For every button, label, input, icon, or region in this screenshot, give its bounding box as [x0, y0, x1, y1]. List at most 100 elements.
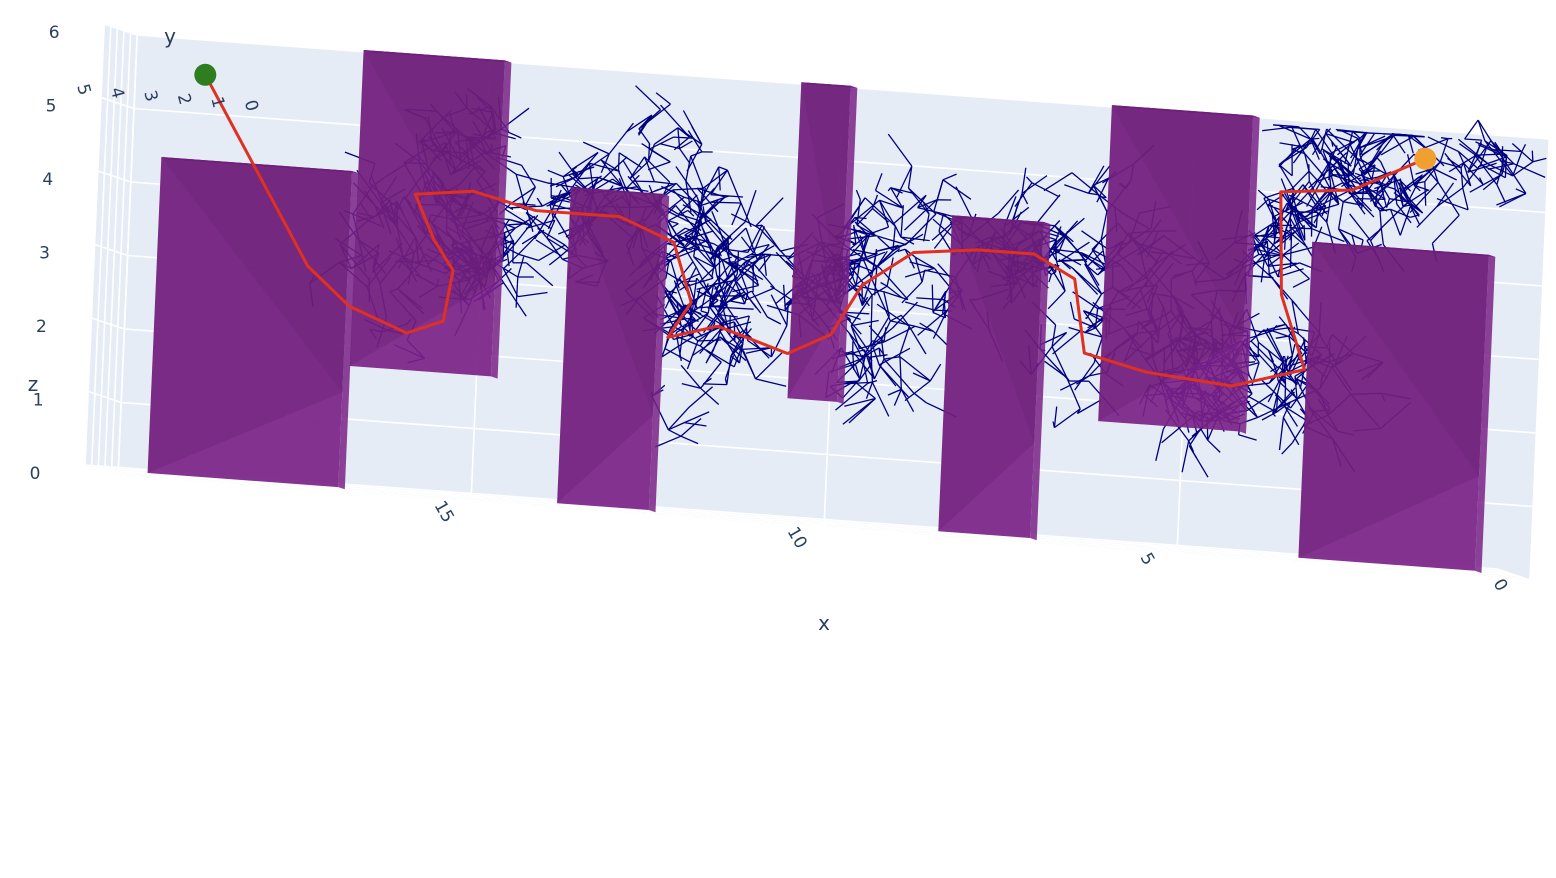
tree-edge — [1389, 209, 1401, 236]
tree-edge — [1361, 170, 1381, 173]
tree-edge — [1457, 150, 1480, 170]
tree-edge — [1248, 375, 1253, 381]
tree-edge — [672, 187, 704, 191]
tree-edge — [721, 256, 732, 261]
tree-edge — [668, 429, 682, 437]
tree-edge — [641, 143, 671, 163]
tree-edge — [861, 233, 871, 258]
z-tick-label: 0 — [30, 464, 41, 484]
tree-edge — [1288, 201, 1317, 229]
z-tick-label: 6 — [49, 23, 60, 43]
tree-edge — [1084, 327, 1096, 334]
tree-edge — [864, 197, 896, 227]
tree-edge — [909, 261, 935, 269]
tree-edge — [589, 162, 619, 172]
tree-edge — [1357, 137, 1387, 150]
tree-edge — [1014, 182, 1033, 207]
tree-edge — [1413, 161, 1441, 186]
obstacle-shade — [1312, 241, 1489, 476]
tree-edge — [1316, 190, 1350, 208]
tree-edge — [1284, 406, 1299, 427]
tree-edge — [879, 199, 903, 209]
tree-edge — [1277, 380, 1298, 399]
tree-edge — [900, 236, 915, 245]
tree-edge — [667, 242, 693, 251]
grid-line-z-wall — [121, 401, 1534, 508]
tree-edge — [667, 209, 689, 222]
tree-edge — [1302, 337, 1307, 361]
obstacle-front-face — [787, 82, 851, 402]
z-tick-label: 5 — [46, 97, 57, 117]
tree-edge — [1360, 131, 1365, 134]
tree-edge — [638, 114, 653, 136]
tree-edge — [1344, 130, 1354, 165]
obstacle-front-face — [557, 187, 663, 510]
tree-edge — [719, 330, 741, 364]
tree-edge — [767, 316, 782, 325]
tree-edge — [914, 325, 934, 333]
tree-edge — [678, 194, 698, 215]
tree-edge — [1054, 408, 1081, 429]
tree-edge — [733, 337, 745, 354]
tree-edge — [1382, 132, 1386, 135]
tree-edge — [1034, 194, 1061, 226]
tree-edge — [844, 397, 876, 407]
tree-edge — [723, 306, 754, 310]
tree-edge — [709, 288, 723, 308]
tree-edge — [740, 236, 755, 254]
obstacle-5 — [938, 215, 1051, 541]
tree-edge — [1349, 213, 1372, 242]
tree-edge — [673, 136, 690, 151]
tree-edge — [1290, 125, 1301, 145]
tree-edge — [863, 251, 886, 262]
tree-edge — [1480, 144, 1489, 165]
tree-edge — [1469, 173, 1503, 193]
tree-edge — [676, 303, 682, 327]
tree-edge — [626, 114, 653, 133]
tree-edge — [1356, 197, 1386, 200]
tree-edge — [843, 381, 873, 385]
obstacle-top-face — [570, 187, 670, 197]
tree-edge — [1343, 201, 1365, 207]
tree-edge — [1100, 195, 1107, 199]
tree-edge — [1289, 235, 1293, 269]
tree-edge — [675, 204, 697, 231]
tree-edge — [647, 143, 656, 162]
tree-edge — [1275, 335, 1290, 339]
tree-edge — [1278, 138, 1312, 166]
tree-edge — [602, 156, 628, 180]
tree-edge — [740, 347, 772, 351]
tree-edge — [666, 210, 696, 226]
tree-edge — [680, 364, 702, 389]
tree-edge — [718, 166, 728, 171]
tree-edge — [770, 294, 788, 326]
tree-edge — [1250, 340, 1278, 368]
grid-line-y-side — [117, 34, 138, 477]
obstacle-front-face — [938, 215, 1044, 538]
tree-edge — [871, 344, 880, 366]
tree-edge — [1496, 184, 1506, 203]
tree-edge — [1065, 236, 1088, 263]
z-axis-label: z — [28, 372, 39, 396]
tree-edge — [1385, 198, 1391, 208]
tree-edge — [1380, 135, 1414, 156]
obstacle-shade — [1298, 241, 1479, 558]
tree-edge — [622, 160, 645, 196]
tree-edge — [1436, 187, 1464, 208]
tree-edge — [701, 226, 714, 256]
tree-edge — [517, 256, 525, 278]
tree-edge — [679, 148, 691, 164]
tree-edge — [853, 224, 857, 245]
start-marker — [194, 63, 217, 86]
tree-edge — [887, 388, 902, 396]
tree-edge — [898, 326, 910, 358]
tree-edge — [1086, 265, 1100, 286]
tree-edge — [669, 305, 687, 331]
tree-edge — [883, 291, 909, 301]
tree-edge — [916, 297, 945, 301]
tree-edge — [1052, 421, 1056, 428]
obstacle-side-face — [1474, 254, 1496, 573]
tree-edge — [1380, 161, 1392, 184]
tree-edge — [755, 197, 784, 227]
